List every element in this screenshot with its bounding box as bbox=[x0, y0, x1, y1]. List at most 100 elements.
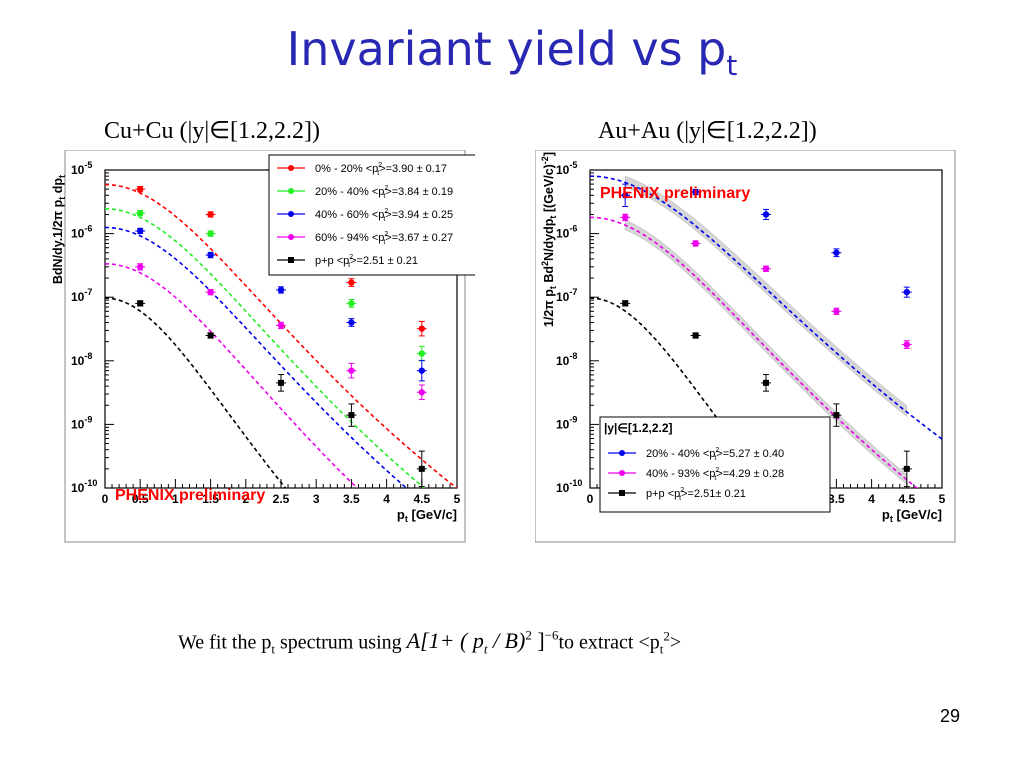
x-tick-label: 5 bbox=[454, 492, 461, 506]
data-point bbox=[903, 465, 910, 472]
left-panel-title: Cu+Cu (|y|∈[1.2,2.2]) bbox=[104, 118, 321, 144]
data-point bbox=[418, 325, 425, 332]
fit-formula: A[1+ ( pt / B)2 ]−6 bbox=[406, 628, 559, 657]
legend-marker bbox=[288, 234, 294, 240]
fit-curve bbox=[105, 263, 359, 488]
x-tick-label: 4.5 bbox=[413, 492, 430, 506]
data-point bbox=[137, 263, 144, 271]
data-point bbox=[207, 332, 214, 339]
y-tick-label: 10-8 bbox=[71, 351, 92, 368]
x-axis-label: pt [GeV/c] bbox=[397, 507, 457, 524]
legend: 0% - 20% <p2 t>=3.90 ± 0.17 20% - 40% <p2 t… bbox=[268, 154, 475, 276]
y-axis-label: BdN/dy.1/2π pt dpt bbox=[51, 175, 67, 284]
slide-title: Invariant yield vs pt bbox=[0, 22, 1024, 82]
x-tick-label: 2 bbox=[242, 492, 249, 506]
legend-label: p+p <p2 t>=2.51 ± 0.21 bbox=[315, 254, 418, 269]
data-point bbox=[692, 188, 699, 196]
x-tick-label: 3.5 bbox=[343, 492, 360, 506]
x-tick-label: 1.5 bbox=[202, 492, 219, 506]
footer-mid: spectrum using bbox=[274, 631, 407, 654]
data-point bbox=[137, 227, 144, 235]
series-0 bbox=[590, 175, 942, 440]
x-tick-label: 3 bbox=[313, 492, 320, 506]
x-tick-label: 4 bbox=[383, 492, 390, 506]
data-point bbox=[348, 412, 355, 419]
legend-marker bbox=[288, 257, 294, 263]
x-tick-label: 4 bbox=[868, 492, 875, 506]
footer-prefix-sub: t bbox=[271, 641, 275, 657]
slide-title-main: Invariant yield vs p bbox=[286, 22, 727, 76]
footer-text: We fit the pt spectrum using A[1+ ( pt /… bbox=[178, 628, 681, 658]
fit-curve bbox=[590, 175, 942, 440]
x-tick-label: 4.5 bbox=[898, 492, 915, 506]
y-axis-ticks bbox=[590, 169, 599, 489]
x-axis-label: pt [GeV/c] bbox=[882, 507, 942, 524]
data-point bbox=[278, 379, 284, 386]
data-point bbox=[622, 300, 629, 307]
x-tick-label: 2.5 bbox=[273, 492, 290, 506]
data-point bbox=[692, 240, 699, 247]
data-point bbox=[762, 211, 770, 218]
fit-curve bbox=[590, 216, 919, 488]
legend-label: 40% - 93% <p2 t>=4.29 ± 0.28 bbox=[646, 467, 784, 482]
y-tick-label: 10-6 bbox=[71, 224, 92, 241]
data-point bbox=[137, 209, 144, 217]
legend-label: 20% - 40% <p2 t>=3.84 ± 0.19 bbox=[315, 185, 453, 200]
data-point bbox=[763, 379, 769, 386]
fit-curve bbox=[105, 183, 457, 488]
formula-part-c: ] bbox=[531, 628, 545, 654]
legend-marker bbox=[288, 165, 294, 171]
cucu-chart: 0 0.5 1 1.5 2 2.5 3 3.5 4 4.5 5 10-5 10-6 10-7 10-8 10-… bbox=[51, 150, 475, 543]
y-tick-label: 10-5 bbox=[71, 160, 92, 177]
legend-label: 40% - 60% <p2 t>=3.94 ± 0.25 bbox=[315, 208, 453, 223]
formula-part-a: A[1+ ( p bbox=[406, 628, 484, 654]
data-point bbox=[418, 465, 425, 472]
y-tick-label: 10-7 bbox=[71, 287, 92, 304]
data-point bbox=[418, 389, 425, 396]
x-tick-label: 3.5 bbox=[828, 492, 845, 506]
legend-label: 60% - 94% <p2 t>=3.67 ± 0.27 bbox=[315, 231, 453, 246]
data-point bbox=[622, 214, 629, 221]
x-tick-label: 0.5 bbox=[132, 492, 149, 506]
footer-suffix: to extract <p bbox=[558, 631, 660, 654]
data-point bbox=[137, 185, 144, 193]
data-point bbox=[418, 350, 425, 357]
legend-marker bbox=[619, 450, 625, 456]
legend-box bbox=[599, 416, 831, 513]
auau-chart: 00.511.522.533.544.5510-510-610-710-810-… bbox=[535, 150, 956, 543]
x-tick-label: 5 bbox=[939, 492, 946, 506]
legend-label: 0% - 20% <p2 t>=3.90 ± 0.17 bbox=[315, 162, 447, 177]
series-3 bbox=[105, 263, 427, 488]
phenix-preliminary-label: PHENIX preliminary bbox=[115, 487, 265, 504]
data-point bbox=[762, 265, 770, 272]
series-2 bbox=[105, 226, 427, 488]
series-1 bbox=[590, 213, 919, 488]
y-tick-label: 10-5 bbox=[556, 160, 577, 177]
page-number: 29 bbox=[940, 706, 961, 726]
data-point bbox=[833, 412, 840, 419]
x-tick-label: 1 bbox=[172, 492, 179, 506]
formula-part-b: / B) bbox=[487, 628, 526, 654]
footer-suffix-sup: 2 bbox=[663, 628, 670, 644]
systematic-band bbox=[624, 175, 908, 418]
data-point bbox=[207, 211, 214, 218]
data-point bbox=[207, 251, 214, 259]
data-point bbox=[207, 230, 214, 237]
x-tick-label: 0 bbox=[587, 492, 594, 506]
data-point bbox=[348, 367, 355, 374]
y-axis-ticks bbox=[105, 169, 114, 489]
formula-sub-t: t bbox=[483, 641, 488, 657]
fit-curve bbox=[105, 208, 426, 488]
phenix-preliminary-label: PHENIX preliminary bbox=[600, 185, 750, 202]
y-tick-label: 10-8 bbox=[556, 351, 577, 368]
legend-label: p+p <p2 t>=2.51± 0.21 bbox=[646, 487, 746, 502]
legend-box bbox=[268, 154, 475, 276]
formula-exponent: −6 bbox=[544, 628, 559, 643]
y-tick-label: 10-10 bbox=[71, 478, 97, 495]
slide-title-sub: t bbox=[726, 49, 738, 82]
fit-curve bbox=[105, 226, 408, 488]
data-point bbox=[833, 308, 840, 315]
series-4 bbox=[105, 297, 427, 488]
legend-title: |y|∈[1.2,2.2] bbox=[604, 421, 673, 435]
data-point bbox=[903, 341, 910, 348]
